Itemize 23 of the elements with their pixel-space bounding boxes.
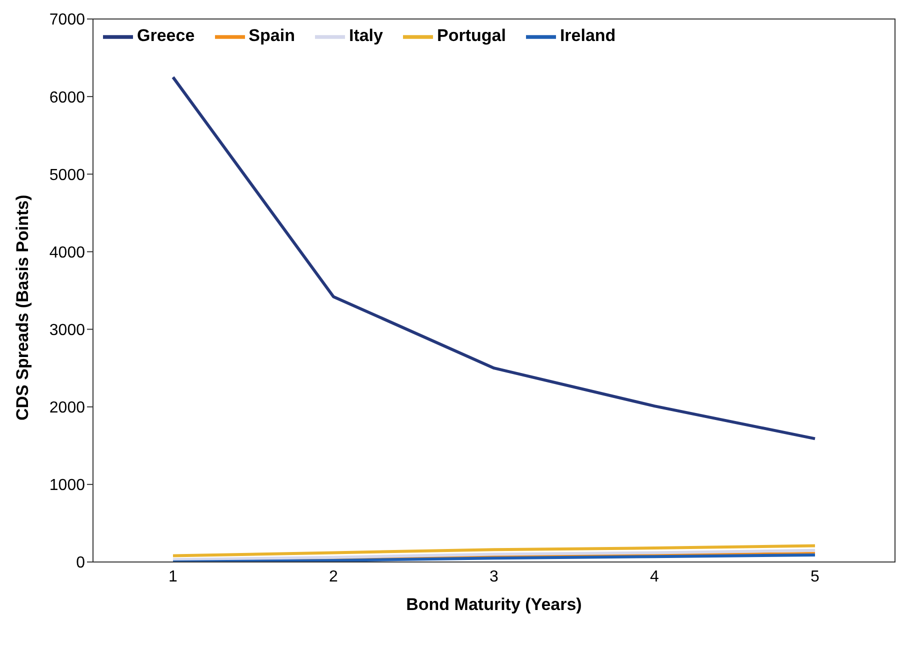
y-tick-label: 0	[76, 554, 86, 572]
legend-label: Spain	[248, 26, 295, 46]
line-series	[172, 548, 816, 562]
x-axis-title: Bond Maturity (Years)	[406, 595, 582, 614]
y-tick-label: 3000	[49, 322, 86, 339]
legend-label: Ireland	[560, 26, 616, 46]
y-tick-label: 5000	[49, 166, 86, 184]
y-tick-label: 6000	[49, 89, 86, 106]
y-tick-label: 7000	[49, 12, 86, 29]
y-axis-title: CDS Spreads (Basis Points)	[13, 194, 32, 420]
x-tick-label: 4	[650, 568, 660, 586]
y-tick-label: 4000	[49, 244, 86, 262]
x-tick-label: 2	[329, 568, 338, 586]
line-series	[172, 76, 816, 440]
x-tick-label: 3	[490, 568, 499, 586]
y-tick-label: 2000	[49, 400, 86, 417]
line-series	[172, 544, 816, 558]
y-tick-label: 1000	[49, 477, 86, 494]
legend-label: Greece	[137, 26, 195, 46]
legend-label: Italy	[348, 26, 383, 46]
x-tick-label: 1	[168, 568, 178, 586]
legend-label: Portugal	[437, 26, 506, 46]
x-tick-label: 5	[810, 568, 820, 586]
